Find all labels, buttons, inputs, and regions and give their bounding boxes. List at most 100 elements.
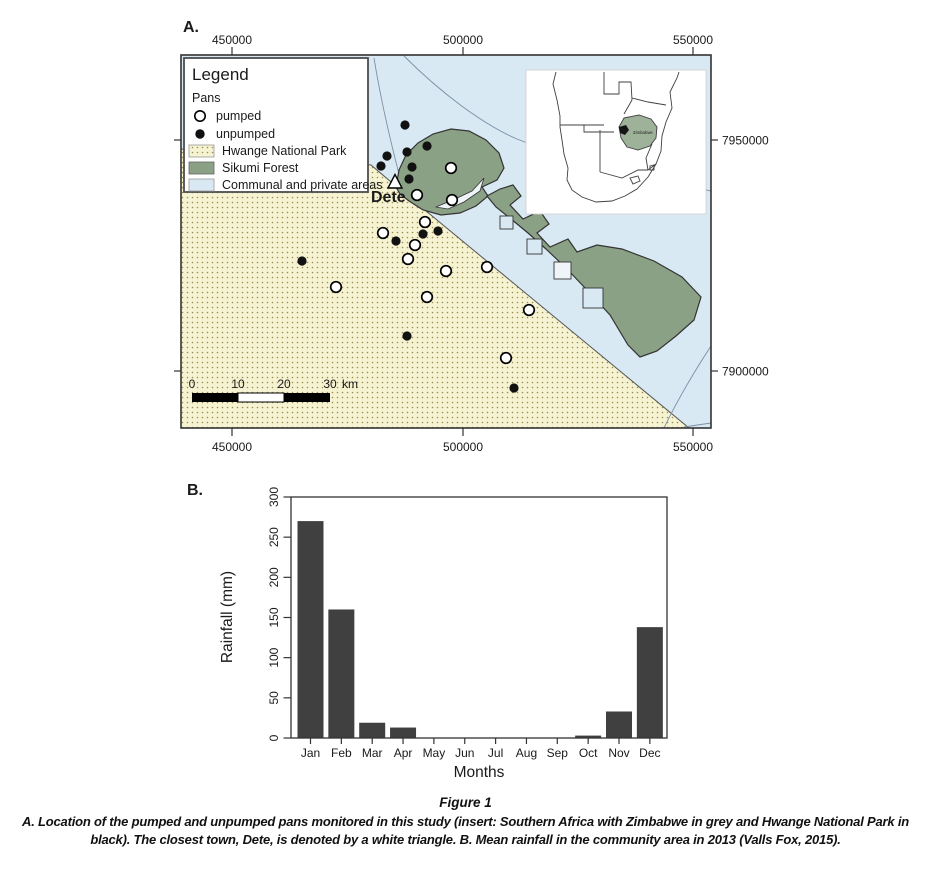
x-axis-tick-label: Dec xyxy=(639,746,660,760)
figure-caption-line: A. Location of the pumped and unpumped p… xyxy=(22,814,909,829)
legend-item-label: Sikumi Forest xyxy=(222,161,299,175)
boundary-line xyxy=(373,57,402,184)
unpumped-pan-marker xyxy=(391,236,401,246)
x-axis-tick-label: Oct xyxy=(579,746,598,760)
y-axis-tick-label: 300 xyxy=(267,487,281,507)
y-axis-tick-label: 100 xyxy=(267,647,281,667)
pumped-pan-marker xyxy=(376,226,390,240)
map-legend: Legend Pans pumped unpumped Hwange Natio… xyxy=(183,57,383,193)
x-axis-tick-label: 550000 xyxy=(673,33,713,47)
unpumped-pan-marker xyxy=(402,147,412,157)
pumped-pan-marker xyxy=(480,260,494,274)
green-swatch-icon xyxy=(188,161,215,175)
pumped-pan-marker xyxy=(444,161,458,175)
unpumped-pan-marker xyxy=(407,162,417,172)
unpumped-pan-marker xyxy=(382,151,392,161)
unpumped-pan-marker xyxy=(402,331,412,341)
dotted-swatch-icon xyxy=(188,144,215,158)
boundary-line xyxy=(663,345,711,428)
legend-item-label: pumped xyxy=(216,109,261,123)
chart-bars-layer xyxy=(297,521,663,738)
town-marker xyxy=(386,172,404,189)
y-axis-tick-label: 250 xyxy=(267,527,281,547)
map-frame xyxy=(180,54,712,429)
figure-caption-line: black). The closest town, Dete, is denot… xyxy=(90,832,841,847)
x-axis-tick-label: Aug xyxy=(516,746,537,760)
bar xyxy=(390,727,417,738)
legend-title: Legend xyxy=(192,65,249,84)
x-axis-tick-label: 550000 xyxy=(673,440,713,454)
legend-item-label: unpumped xyxy=(216,127,275,141)
pumped-pan-marker xyxy=(329,280,343,294)
bar xyxy=(297,521,324,738)
y-axis-tick-label: 200 xyxy=(267,567,281,587)
pan-markers-layer xyxy=(297,120,536,393)
bar xyxy=(359,722,386,738)
chart-axis-ticks: Jan Feb Mar Apr May Jun Jul Aug Sep Oct Nov Dec 0 50 1… xyxy=(267,487,661,760)
x-axis-title: Months xyxy=(454,764,505,781)
x-axis-tick-label: 500000 xyxy=(443,440,483,454)
map-panel: 0 10 20 30 km xyxy=(174,33,769,454)
x-axis-tick-label: Mar xyxy=(362,746,383,760)
blue-swatch-icon xyxy=(188,178,215,192)
inset-zimbabwe-region xyxy=(618,114,658,151)
bar xyxy=(636,627,663,738)
inset-hwange-marker xyxy=(619,125,629,135)
scale-bar: 0 10 20 30 km xyxy=(189,377,358,403)
scale-bar-tick-label: 30 xyxy=(323,377,337,391)
pumped-pan-marker xyxy=(408,238,422,252)
town-triangle-icon xyxy=(386,172,404,189)
inset-country-borders xyxy=(552,71,680,203)
scale-bar-segment xyxy=(192,393,238,402)
unpumped-pan-marker xyxy=(509,383,519,393)
town-label: Dete xyxy=(371,189,406,206)
unpumped-pan-marker xyxy=(400,120,410,130)
bar xyxy=(328,609,355,738)
x-axis-tick-label: Sep xyxy=(547,746,569,760)
y-axis-tick-label: 0 xyxy=(267,734,281,741)
forest-cutout xyxy=(526,238,543,255)
x-axis-tick-label: Jun xyxy=(455,746,474,760)
bar xyxy=(606,711,632,738)
x-axis-tick-label: Apr xyxy=(394,746,413,760)
x-axis-tick-label: Feb xyxy=(331,746,352,760)
y-axis-tick-label: 50 xyxy=(267,691,281,705)
x-axis-tick-label: May xyxy=(423,746,446,760)
inset-country-label: Zimbabwe xyxy=(633,130,653,135)
y-axis-tick-label: 7900000 xyxy=(722,365,769,379)
unpumped-pan-marker xyxy=(297,256,307,266)
scale-bar-unit: km xyxy=(342,377,358,391)
forest-cutout xyxy=(582,287,604,309)
pumped-pan-marker xyxy=(410,188,424,202)
legend-item-label: Communal and private areas xyxy=(222,178,383,192)
inset-map: Zimbabwe xyxy=(525,69,707,215)
panel-b-label: B. xyxy=(187,482,203,499)
scale-bar-tick-label: 10 xyxy=(231,377,245,391)
figure-caption: Figure 1 A. Location of the pumped and u… xyxy=(0,795,931,849)
bar xyxy=(575,735,602,738)
figure-caption-title: Figure 1 xyxy=(439,795,492,810)
legend-box xyxy=(183,57,369,193)
pumped-pan-marker xyxy=(499,351,513,365)
legend-group-label: Pans xyxy=(192,91,221,105)
x-axis-tick-label: 450000 xyxy=(212,33,252,47)
unpumped-pan-marker xyxy=(376,161,386,171)
pumped-pan-marker xyxy=(418,215,432,229)
x-axis-tick-label: Jan xyxy=(301,746,320,760)
pumped-pan-marker xyxy=(420,290,434,304)
inset-background xyxy=(525,69,707,215)
unpumped-pan-marker xyxy=(404,174,414,184)
rainfall-chart: Jan Feb Mar Apr May Jun Jul Aug Sep Oct Nov Dec 0 50 1… xyxy=(219,487,668,781)
unpumped-pan-marker xyxy=(433,226,443,236)
open-circle-icon xyxy=(194,110,207,123)
pumped-pan-marker xyxy=(445,193,459,207)
pumped-pan-marker xyxy=(401,252,415,266)
y-axis-title: Rainfall (mm) xyxy=(219,571,236,663)
filled-circle-icon xyxy=(195,129,205,139)
scale-bar-tick-label: 20 xyxy=(277,377,291,391)
pumped-pan-marker xyxy=(439,264,453,278)
scale-bar-tick-label: 0 xyxy=(189,377,196,391)
x-axis-tick-label: Nov xyxy=(608,746,629,760)
unpumped-pan-marker xyxy=(422,141,432,151)
scale-bar-segment xyxy=(237,392,285,403)
